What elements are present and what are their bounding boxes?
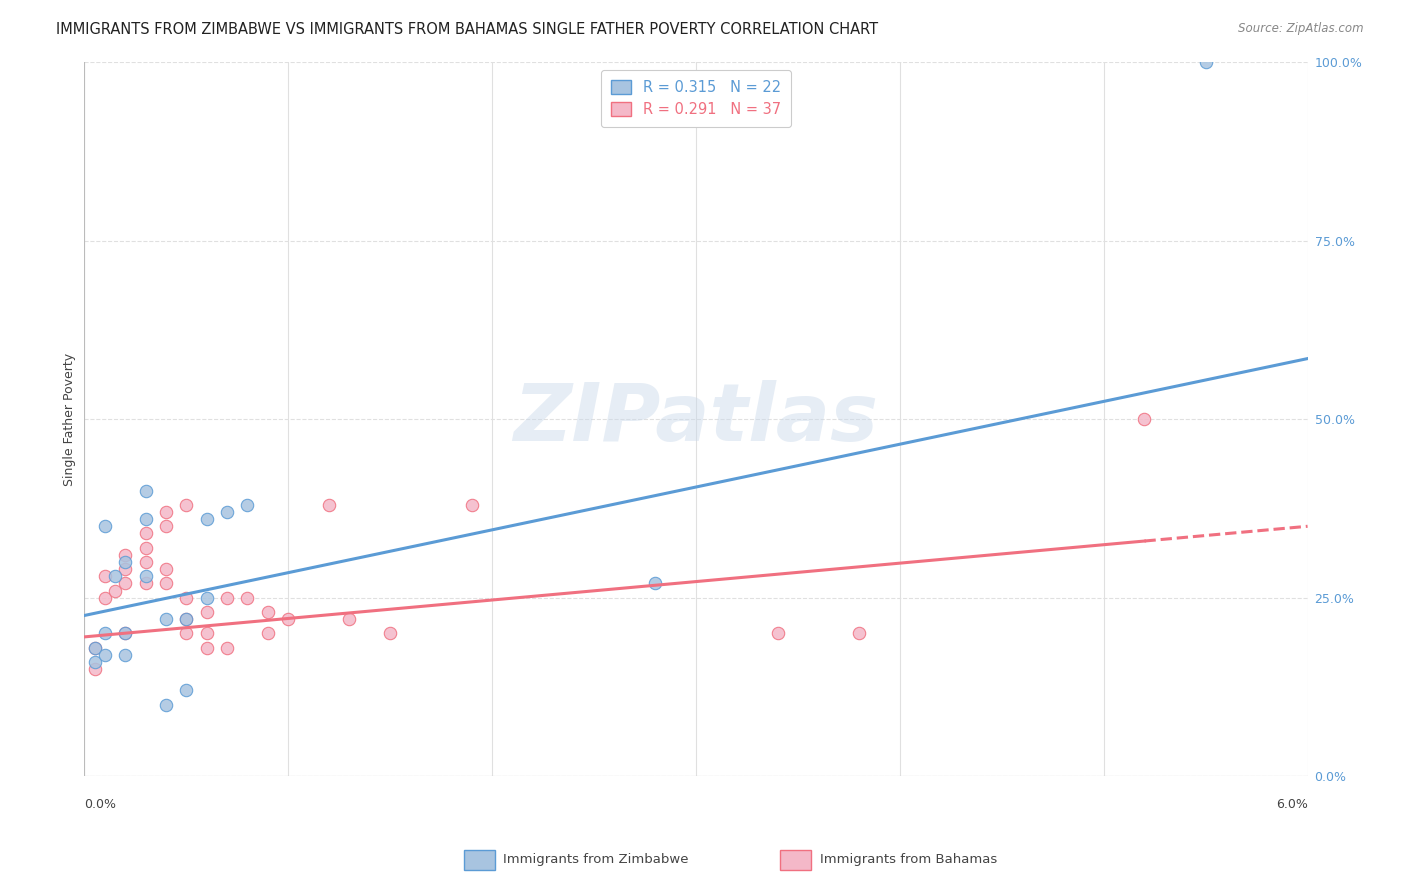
Point <box>155 576 177 591</box>
Point <box>1133 412 1156 426</box>
Point <box>195 591 218 605</box>
Text: Immigrants from Zimbabwe: Immigrants from Zimbabwe <box>503 854 689 866</box>
Point <box>93 648 117 662</box>
Point <box>236 498 259 512</box>
Point <box>644 576 666 591</box>
Point <box>257 626 280 640</box>
Point <box>217 591 239 605</box>
Point <box>114 548 136 562</box>
Point <box>135 483 157 498</box>
Text: 6.0%: 6.0% <box>1275 798 1308 812</box>
Point <box>114 648 136 662</box>
Point <box>155 519 177 533</box>
Point <box>114 576 136 591</box>
Point <box>155 612 177 626</box>
Point <box>135 576 157 591</box>
Text: IMMIGRANTS FROM ZIMBABWE VS IMMIGRANTS FROM BAHAMAS SINGLE FATHER POVERTY CORREL: IMMIGRANTS FROM ZIMBABWE VS IMMIGRANTS F… <box>56 22 879 37</box>
Point <box>83 662 105 676</box>
Point <box>114 626 136 640</box>
Y-axis label: Single Father Poverty: Single Father Poverty <box>63 352 76 486</box>
Point <box>176 683 198 698</box>
Point <box>257 605 280 619</box>
Point <box>93 519 117 533</box>
Point <box>155 505 177 519</box>
Point <box>93 569 117 583</box>
Point <box>114 626 136 640</box>
Point <box>277 612 299 626</box>
Point <box>135 569 157 583</box>
Point <box>176 591 198 605</box>
Text: Immigrants from Bahamas: Immigrants from Bahamas <box>820 854 997 866</box>
Point <box>104 569 127 583</box>
Point <box>135 512 157 526</box>
Point <box>93 626 117 640</box>
Point <box>135 526 157 541</box>
Point <box>176 498 198 512</box>
Point <box>176 612 198 626</box>
Point <box>195 605 218 619</box>
Point <box>217 505 239 519</box>
Point <box>155 698 177 712</box>
Point <box>176 626 198 640</box>
Legend: R = 0.315   N = 22, R = 0.291   N = 37: R = 0.315 N = 22, R = 0.291 N = 37 <box>600 70 792 127</box>
Point <box>195 626 218 640</box>
Point <box>176 612 198 626</box>
Point <box>461 498 484 512</box>
Point <box>766 626 789 640</box>
Point <box>236 591 259 605</box>
Point <box>1195 55 1218 70</box>
Text: ZIPatlas: ZIPatlas <box>513 380 879 458</box>
Point <box>114 562 136 576</box>
Point <box>104 583 127 598</box>
Point <box>83 640 105 655</box>
Point <box>339 612 361 626</box>
Point <box>135 541 157 555</box>
Point <box>155 562 177 576</box>
Point <box>93 591 117 605</box>
Text: Source: ZipAtlas.com: Source: ZipAtlas.com <box>1239 22 1364 36</box>
Point <box>135 555 157 569</box>
Point <box>83 640 105 655</box>
Point <box>848 626 870 640</box>
Point <box>114 555 136 569</box>
Text: 0.0%: 0.0% <box>84 798 117 812</box>
Point <box>318 498 340 512</box>
Point <box>380 626 402 640</box>
Point <box>217 640 239 655</box>
Point <box>195 512 218 526</box>
Point <box>83 655 105 669</box>
Point <box>195 640 218 655</box>
